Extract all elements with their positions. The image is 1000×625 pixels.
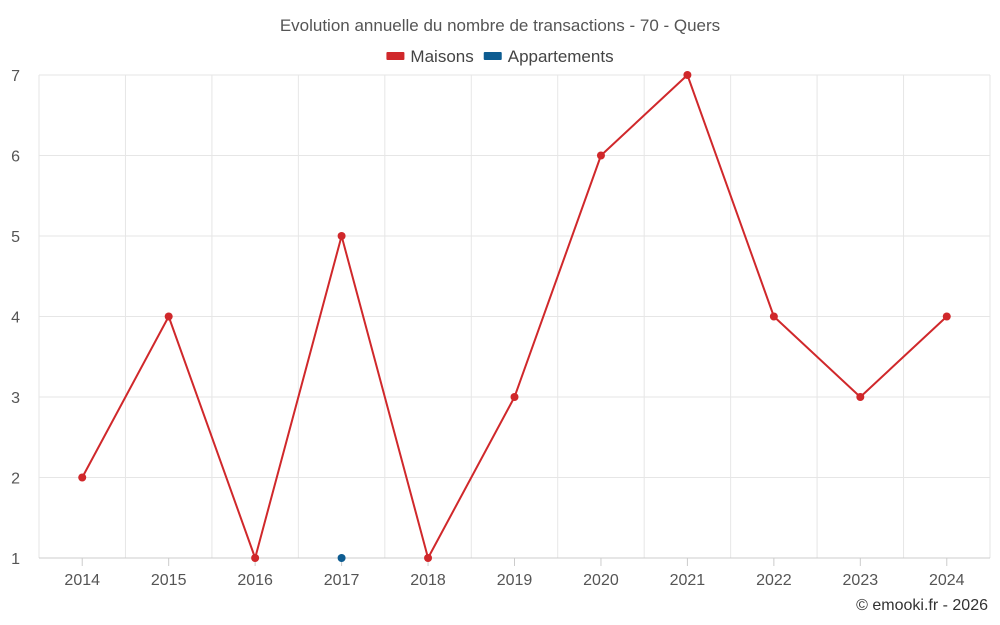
x-tick-label: 2021: [670, 572, 706, 589]
credit-text: © emooki.fr - 2026: [856, 597, 988, 614]
series-appartements: [337, 554, 346, 562]
legend-item-maisons[interactable]: Maisons: [386, 47, 474, 66]
x-tick-label: 2022: [756, 572, 792, 589]
x-tick-label: 2016: [237, 572, 273, 589]
data-point[interactable]: [424, 554, 433, 562]
data-point[interactable]: [251, 554, 260, 562]
data-point[interactable]: [337, 232, 346, 240]
x-tick-label: 2019: [497, 572, 533, 589]
chart-title: Evolution annuelle du nombre de transact…: [280, 16, 720, 35]
data-point[interactable]: [164, 312, 173, 321]
data-point[interactable]: [856, 393, 865, 401]
data-point[interactable]: [683, 71, 692, 79]
legend-swatch: [386, 52, 405, 60]
axes: 1 2 3 4 5 6 7 2014 2015 2016 2017 2018 2019 2020 2021 2…: [11, 68, 990, 589]
x-tick-label: 2014: [64, 572, 100, 589]
y-tick-label: 2: [11, 471, 20, 488]
legend-swatch: [483, 52, 502, 60]
legend: Maisons Appartements: [386, 47, 614, 66]
y-tick-label: 6: [11, 149, 20, 166]
legend-label: Appartements: [508, 47, 614, 66]
legend-item-appartements[interactable]: Appartements: [483, 47, 614, 66]
y-tick-label: 3: [11, 390, 20, 407]
data-point[interactable]: [596, 151, 605, 160]
x-tick-label: 2015: [151, 572, 187, 589]
x-tick-label: 2020: [583, 572, 619, 589]
data-point[interactable]: [769, 312, 778, 321]
x-tick-label: 2024: [929, 572, 965, 589]
y-tick-label: 1: [11, 551, 20, 568]
data-point[interactable]: [337, 554, 346, 562]
x-tick-label: 2023: [843, 572, 879, 589]
legend-label: Maisons: [410, 47, 473, 66]
data-point[interactable]: [78, 473, 87, 482]
data-point[interactable]: [942, 312, 951, 321]
y-tick-label: 5: [11, 229, 20, 246]
y-tick-label: 7: [11, 68, 20, 85]
x-tick-label: 2017: [324, 572, 360, 589]
data-point[interactable]: [510, 393, 519, 401]
y-tick-label: 4: [11, 310, 20, 327]
x-tick-label: 2018: [410, 572, 446, 589]
grid: [38, 74, 991, 558]
series-maisons: [78, 71, 951, 562]
series: [78, 71, 951, 562]
